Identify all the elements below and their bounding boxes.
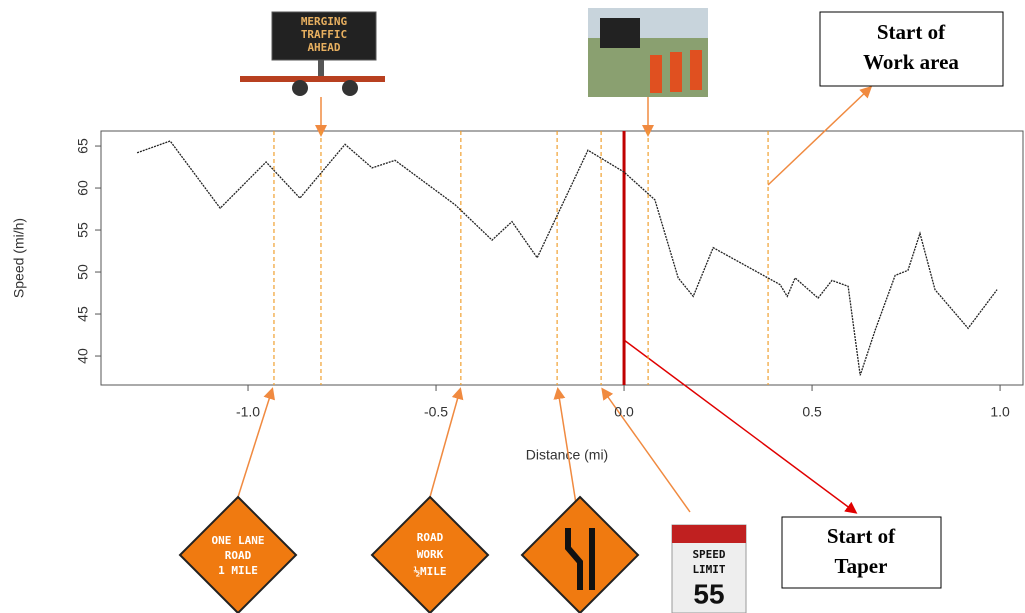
work-zone-photo	[588, 8, 708, 97]
x-tick-label: -1.0	[236, 404, 260, 420]
vms-sign: MERGING TRAFFIC AHEAD	[240, 11, 385, 96]
arrows	[237, 85, 873, 514]
lane-merge-sign	[520, 495, 640, 613]
sign-text: ½MILE	[413, 565, 446, 578]
annotation: Start of	[827, 524, 896, 548]
speed-line	[136, 140, 998, 376]
annotation: Work area	[863, 50, 959, 74]
y-tick-label: 65	[75, 138, 91, 154]
work-area-box	[819, 11, 1004, 87]
y-tick-label: 55	[75, 222, 91, 238]
sign-text: ROAD	[225, 549, 252, 562]
sign-text: SPEED	[692, 548, 725, 561]
sign-text: WORK	[417, 548, 444, 561]
x-axis-label: Distance (mi)	[526, 447, 608, 463]
sign-text: AHEAD	[307, 41, 340, 54]
x-tick-label: 0.0	[614, 404, 634, 420]
one-lane-sign: ONE LANE ROAD 1 MILE	[178, 495, 298, 613]
taper-box	[781, 516, 942, 589]
x-tick-label: 0.5	[802, 404, 822, 420]
y-axis-label: Speed (mi/h)	[11, 218, 27, 298]
sign-text: ONE LANE	[212, 534, 265, 547]
annotation: Start of	[877, 20, 946, 44]
y-tick-label: 45	[75, 306, 91, 322]
sign-text: 55	[693, 578, 724, 609]
x-tick-label: 1.0	[990, 404, 1010, 420]
y-tick-label: 60	[75, 180, 91, 196]
road-work-sign: ROAD WORK ½MILE	[370, 495, 490, 613]
y-tick-label: 50	[75, 264, 91, 280]
annotation: Taper	[835, 554, 888, 578]
sign-text: 1 MILE	[218, 564, 258, 577]
plot-frame	[100, 130, 1024, 386]
sign-text: ROAD	[417, 531, 444, 544]
sign-text: MERGING	[301, 15, 348, 28]
sign-text: TRAFFIC	[301, 28, 347, 41]
y-tick-label: 40	[75, 348, 91, 364]
x-tick-label: -0.5	[424, 404, 448, 420]
speed-limit-sign: SPEED LIMIT 55	[671, 524, 747, 613]
sign-text: LIMIT	[692, 563, 725, 576]
